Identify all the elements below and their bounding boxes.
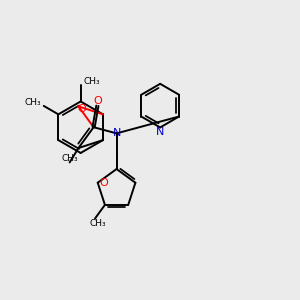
Text: N: N <box>156 128 164 137</box>
Text: CH₃: CH₃ <box>61 154 78 163</box>
Text: CH₃: CH₃ <box>84 77 100 86</box>
Text: CH₃: CH₃ <box>90 219 106 228</box>
Text: N: N <box>112 128 121 138</box>
Text: CH₃: CH₃ <box>24 98 41 107</box>
Text: O: O <box>93 96 102 106</box>
Text: O: O <box>77 104 86 114</box>
Text: O: O <box>99 178 108 188</box>
